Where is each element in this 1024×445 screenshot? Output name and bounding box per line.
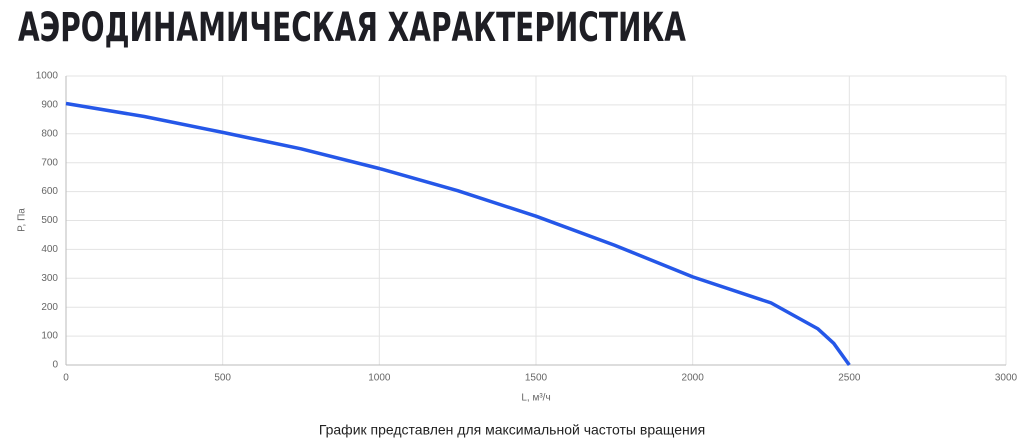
- x-tick-label: 3000: [995, 373, 1018, 384]
- caption: График представлен для максимальной част…: [319, 422, 705, 438]
- y-tick-label: 800: [41, 128, 58, 139]
- x-tick-label: 0: [63, 373, 69, 384]
- y-tick-label: 700: [41, 157, 58, 168]
- y-tick-label: 200: [41, 302, 58, 313]
- y-tick-label: 400: [41, 244, 58, 255]
- y-tick-label: 1000: [36, 71, 59, 82]
- y-tick-label: 0: [52, 360, 58, 371]
- x-tick-label: 2000: [682, 373, 705, 384]
- y-tick-label: 600: [41, 186, 58, 197]
- x-tick-label: 1500: [525, 373, 548, 384]
- data-line: [65, 101, 851, 367]
- y-tick-label: 900: [41, 100, 58, 111]
- y-tick-label: 500: [41, 215, 58, 226]
- x-axis-label: L, м³/ч: [521, 393, 550, 404]
- y-axis-label: P, Па: [17, 208, 28, 232]
- y-tick-label: 100: [41, 331, 58, 342]
- x-tick-label: 2500: [838, 373, 861, 384]
- x-tick-label: 1000: [368, 373, 391, 384]
- chart-title: АЭРОДИНАМИЧЕСКАЯ ХАРАКТЕРИСТИКА: [18, 5, 686, 51]
- y-tick-label: 300: [41, 273, 58, 284]
- x-tick-label: 500: [214, 373, 231, 384]
